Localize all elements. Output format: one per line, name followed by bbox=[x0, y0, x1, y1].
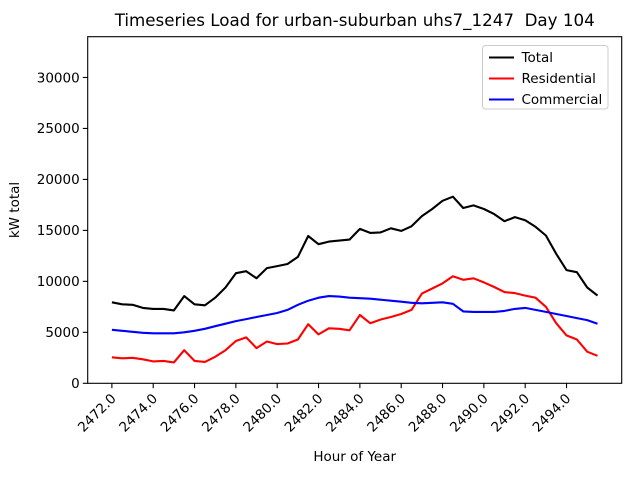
x-tick-label: 2480.0 bbox=[240, 391, 285, 436]
y-tick-label: 25000 bbox=[37, 121, 80, 137]
legend-label-residential: Residential bbox=[522, 71, 596, 87]
series-line-residential bbox=[111, 275, 598, 364]
legend-label-commercial: Commercial bbox=[522, 92, 603, 108]
x-tick-label: 2492.0 bbox=[488, 391, 533, 436]
legend: Total Residential Commercial bbox=[482, 45, 609, 110]
series-layer bbox=[111, 195, 599, 364]
y-axis-label: kW total bbox=[7, 182, 23, 238]
chart-title: Timeseries Load for urban-suburban uhs7_… bbox=[114, 10, 595, 31]
y-tick-label: 15000 bbox=[37, 223, 80, 239]
y-tick-label: 30000 bbox=[37, 70, 80, 86]
x-tick-label: 2478.0 bbox=[199, 391, 244, 436]
y-tick-label: 5000 bbox=[45, 325, 79, 341]
y-tick-label: 0 bbox=[71, 376, 80, 392]
series-line-commercial bbox=[111, 295, 598, 335]
x-tick-label: 2494.0 bbox=[530, 391, 575, 436]
x-tick-label: 2486.0 bbox=[364, 391, 409, 436]
plot-frame bbox=[87, 36, 623, 384]
y-tick-label: 20000 bbox=[37, 172, 80, 188]
series-line-total bbox=[111, 195, 599, 312]
legend-line-samples bbox=[489, 56, 514, 101]
x-tick-label: 2482.0 bbox=[282, 391, 327, 436]
x-tick-label: 2484.0 bbox=[323, 391, 368, 436]
x-tick-label: 2474.0 bbox=[116, 391, 161, 436]
x-axis-label: Hour of Year bbox=[313, 449, 396, 465]
x-tick-label: 2472.0 bbox=[75, 391, 120, 436]
y-tick-label: 10000 bbox=[37, 274, 80, 290]
x-tick-label: 2490.0 bbox=[447, 391, 492, 436]
legend-label-total: Total bbox=[521, 50, 554, 66]
x-tick-label: 2488.0 bbox=[406, 391, 451, 436]
x-tick-label: 2476.0 bbox=[158, 391, 203, 436]
legend-frame bbox=[482, 45, 609, 110]
